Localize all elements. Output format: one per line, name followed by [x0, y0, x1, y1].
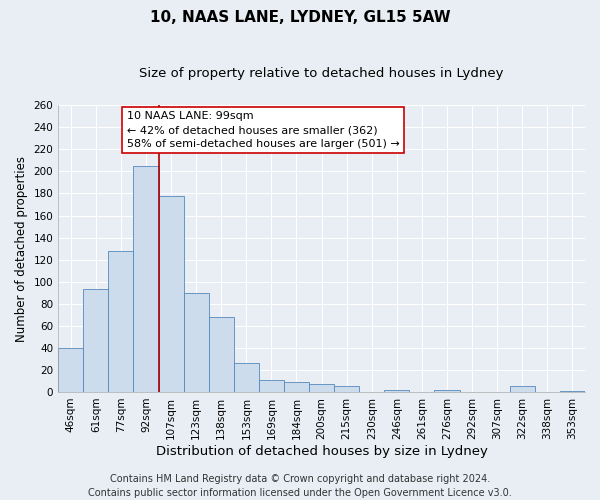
Text: 10 NAAS LANE: 99sqm
← 42% of detached houses are smaller (362)
58% of semi-detac: 10 NAAS LANE: 99sqm ← 42% of detached ho… — [127, 111, 400, 149]
Bar — [109, 251, 133, 392]
Bar — [58, 348, 83, 392]
Bar — [209, 317, 234, 392]
Text: Contains HM Land Registry data © Crown copyright and database right 2024.
Contai: Contains HM Land Registry data © Crown c… — [88, 474, 512, 498]
Text: 10, NAAS LANE, LYDNEY, GL15 5AW: 10, NAAS LANE, LYDNEY, GL15 5AW — [149, 10, 451, 25]
Title: Size of property relative to detached houses in Lydney: Size of property relative to detached ho… — [139, 68, 504, 80]
Bar — [83, 290, 109, 392]
X-axis label: Distribution of detached houses by size in Lydney: Distribution of detached houses by size … — [155, 444, 488, 458]
Y-axis label: Number of detached properties: Number of detached properties — [15, 156, 28, 342]
Bar — [560, 391, 585, 392]
Bar — [309, 384, 334, 392]
Bar — [234, 364, 259, 392]
Bar — [385, 390, 409, 392]
Bar — [510, 386, 535, 392]
Bar — [284, 382, 309, 392]
Bar — [259, 380, 284, 392]
Bar — [133, 166, 158, 392]
Bar — [434, 390, 460, 392]
Bar — [184, 292, 209, 392]
Bar — [334, 386, 359, 392]
Bar — [158, 196, 184, 392]
